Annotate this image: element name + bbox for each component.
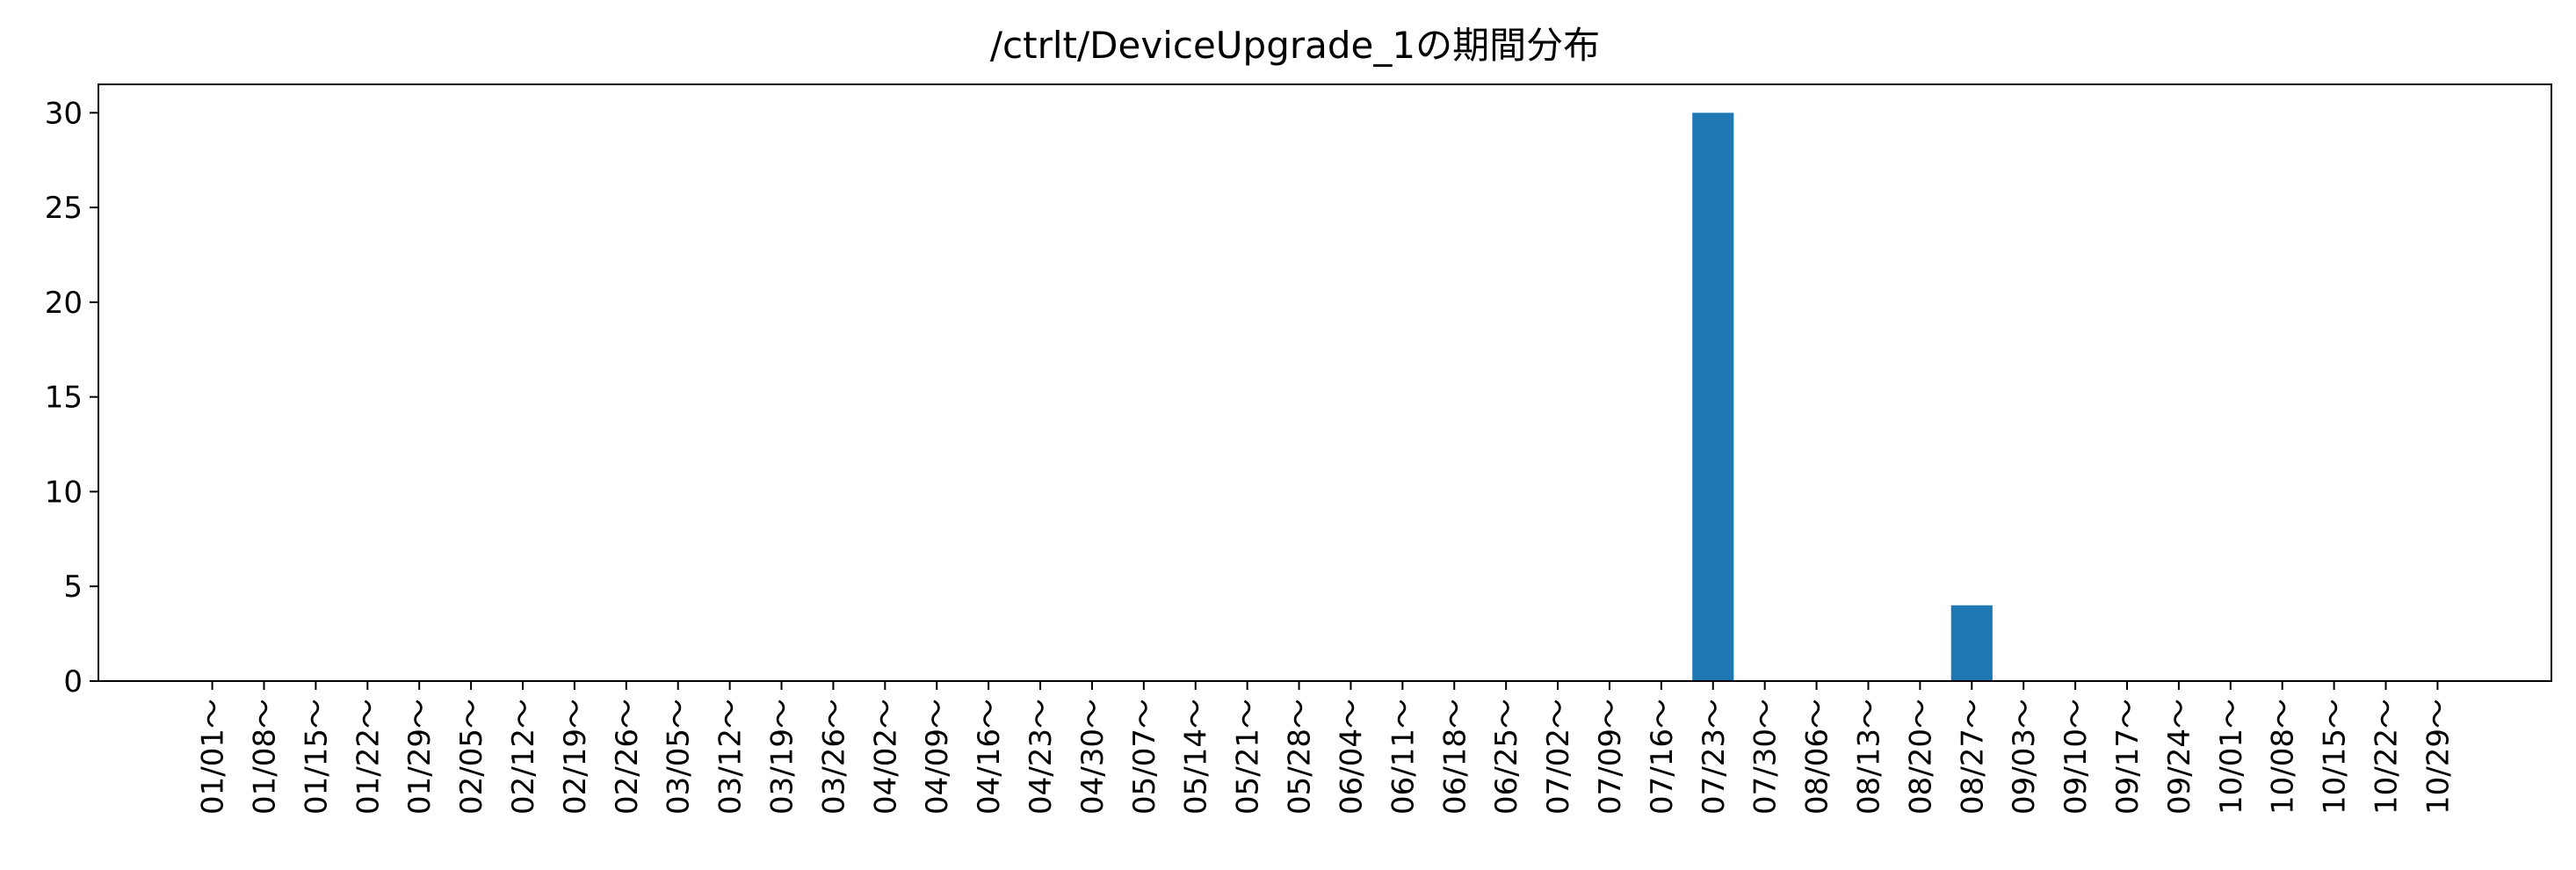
bar-0723 (1692, 112, 1734, 682)
x-tick-label: 01/01～ (196, 699, 231, 815)
x-tick-label: 09/24～ (2162, 699, 2197, 815)
x-tick-label: 08/20～ (1903, 699, 1938, 815)
x-tick-label: 04/09～ (920, 699, 955, 815)
x-tick-label: 04/30～ (1075, 699, 1111, 815)
y-tick-label: 25 (45, 191, 83, 226)
y-tick-label: 30 (45, 96, 83, 131)
bars (1692, 112, 1993, 682)
x-tick-label: 10/15～ (2318, 699, 2353, 815)
bar-0827 (1950, 605, 1993, 681)
x-tick-label: 09/03～ (2007, 699, 2042, 815)
x-tick-label: 08/27～ (1955, 699, 1990, 815)
x-axis: 01/01～ 01/08～ 01/15～ 01/22～ 01/29～ 02/05～ 02/1… (196, 681, 2456, 815)
x-tick-label: 04/23～ (1024, 699, 1059, 815)
x-tick-label: 07/02～ (1541, 699, 1576, 815)
x-tick-label: 02/05～ (454, 699, 489, 815)
x-tick-label: 01/22～ (351, 699, 386, 815)
x-tick-label: 06/18～ (1437, 699, 1473, 815)
x-tick-label: 06/11～ (1386, 699, 1421, 815)
y-tick-label: 10 (45, 475, 83, 510)
x-tick-label: 03/26～ (816, 699, 851, 815)
y-tick-label: 5 (63, 569, 83, 605)
x-tick-label: 05/21～ (1231, 699, 1266, 815)
x-tick-label: 03/12～ (713, 699, 749, 815)
x-tick-label: 04/02～ (868, 699, 903, 815)
x-tick-label: 10/29～ (2420, 699, 2456, 815)
x-tick-label: 05/14～ (1179, 699, 1214, 815)
x-tick-label: 06/04～ (1334, 699, 1369, 815)
y-tick-label: 0 (63, 664, 83, 700)
x-tick-label: 10/01～ (2214, 699, 2249, 815)
x-tick-label: 01/29～ (402, 699, 438, 815)
x-tick-label: 08/06～ (1800, 699, 1835, 815)
y-tick-label: 20 (45, 286, 83, 321)
x-tick-label: 07/16～ (1645, 699, 1680, 815)
x-tick-label: 03/19～ (765, 699, 800, 815)
x-tick-label: 07/23～ (1697, 699, 1732, 815)
x-tick-label: 02/19～ (558, 699, 593, 815)
x-tick-label: 02/12～ (506, 699, 541, 815)
x-tick-label: 10/08～ (2266, 699, 2301, 815)
x-tick-label: 07/30～ (1748, 699, 1784, 815)
x-tick-label: 08/13～ (1851, 699, 1886, 815)
x-tick-label: 09/17～ (2110, 699, 2145, 815)
x-tick-label: 07/09～ (1593, 699, 1628, 815)
x-tick-label: 06/25～ (1489, 699, 1524, 815)
y-tick-label: 15 (45, 381, 83, 416)
x-tick-label: 02/26～ (610, 699, 645, 815)
x-tick-label: 09/10～ (2059, 699, 2094, 815)
chart-title: /ctrlt/DeviceUpgrade_1の期間分布 (990, 24, 1600, 67)
x-tick-label: 05/07～ (1127, 699, 1162, 815)
x-tick-label: 03/05～ (662, 699, 697, 815)
plot-frame (98, 83, 2552, 682)
x-tick-label: 10/22～ (2370, 699, 2405, 815)
y-axis: 0 5 10 15 20 25 30 (45, 96, 98, 700)
x-tick-label: 01/08～ (247, 699, 282, 815)
x-tick-label: 04/16～ (972, 699, 1007, 815)
x-tick-label: 01/15～ (299, 699, 334, 815)
x-tick-label: 05/28～ (1283, 699, 1318, 815)
